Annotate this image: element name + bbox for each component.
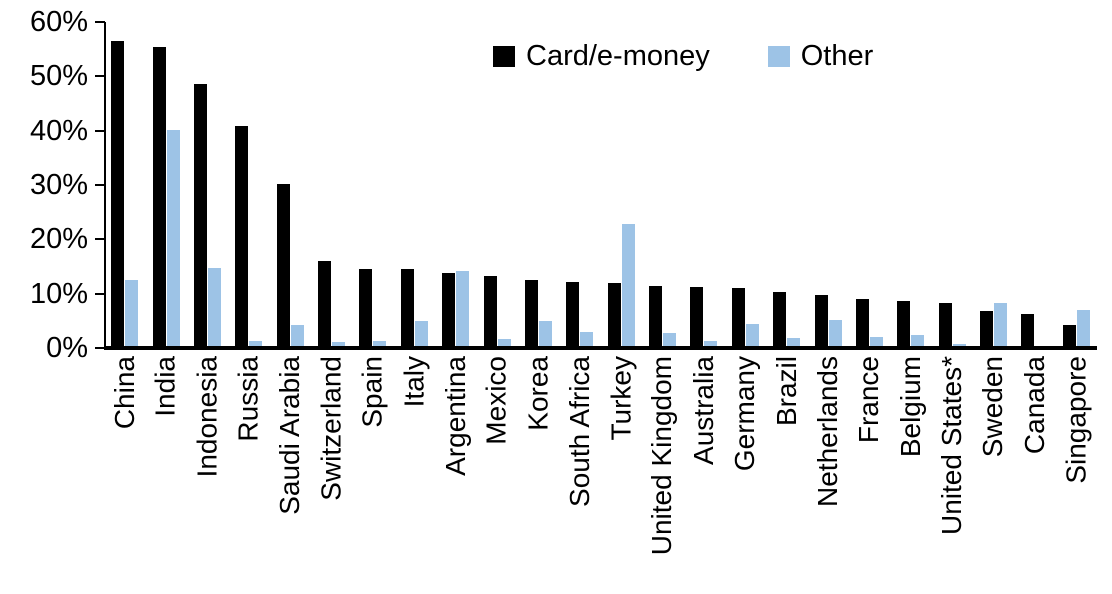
bar-other-argentina: [456, 271, 469, 346]
bar-card-e-money-saudi-arabia: [277, 184, 290, 346]
y-axis-label-50: 50%: [29, 60, 88, 93]
y-axis-label-60: 60%: [29, 6, 88, 38]
x-axis-label-canada: Canada: [1018, 356, 1050, 455]
bar-card-e-money-china: [111, 41, 124, 346]
x-axis-line: [104, 346, 1097, 350]
x-axis-label-indonesia: Indonesia: [191, 356, 223, 478]
x-axis-label-italy: Italy: [398, 356, 430, 408]
bar-card-e-money-spain: [359, 269, 372, 346]
bar-other-sweden: [994, 303, 1007, 346]
bar-card-e-money-australia: [690, 287, 703, 346]
y-axis-tick-40: [95, 129, 105, 132]
bar-card-e-money-russia: [235, 126, 248, 346]
bar-other-brazil: [787, 338, 800, 346]
x-axis-label-korea: Korea: [522, 356, 554, 431]
bar-other-china: [125, 280, 138, 346]
bar-other-united-states: [953, 344, 966, 346]
bar-other-united-kingdom: [663, 333, 676, 346]
bar-card-e-money-argentina: [442, 273, 455, 346]
bar-card-e-money-canada: [1021, 314, 1034, 346]
x-axis-label-netherlands: Netherlands: [812, 356, 844, 507]
chart-legend: Card/e-money Other: [493, 42, 873, 71]
bar-card-e-money-korea: [525, 280, 538, 346]
x-axis-label-russia: Russia: [232, 356, 264, 442]
legend-label-card-e-money: Card/e-money: [526, 40, 710, 72]
legend-item-other: Other: [767, 40, 874, 72]
other-series-swatch-icon: [767, 46, 790, 67]
bar-card-e-money-switzerland: [318, 261, 331, 346]
bar-card-e-money-brazil: [773, 292, 786, 346]
x-axis-label-germany: Germany: [729, 356, 761, 472]
x-axis-label-south-africa: South Africa: [563, 356, 595, 507]
bar-other-india: [167, 130, 180, 346]
y-axis-tick-20: [95, 238, 105, 241]
y-axis-label-10: 10%: [29, 277, 88, 310]
x-axis-label-singapore: Singapore: [1060, 356, 1092, 484]
x-axis-label-china: China: [108, 356, 140, 430]
bar-card-e-money-singapore: [1063, 325, 1076, 346]
x-axis-label-sweden: Sweden: [977, 356, 1009, 458]
bar-other-switzerland: [332, 342, 345, 346]
bar-card-e-money-sweden: [980, 311, 993, 346]
legend-label-other: Other: [800, 40, 874, 72]
x-axis-label-france: France: [853, 356, 885, 444]
bar-other-germany: [746, 324, 759, 346]
x-axis-label-united-states: United States*: [936, 356, 968, 535]
bar-card-e-money-mexico: [484, 276, 497, 346]
y-axis-tick-50: [95, 75, 105, 78]
bar-card-e-money-united-kingdom: [649, 286, 662, 346]
bar-other-spain: [373, 341, 386, 346]
bar-other-russia: [249, 341, 262, 346]
x-axis-label-turkey: Turkey: [605, 356, 637, 441]
x-axis-label-argentina: Argentina: [439, 356, 471, 476]
bar-card-e-money-south-africa: [566, 282, 579, 346]
y-axis-tick-0: [95, 347, 105, 349]
bar-other-italy: [415, 321, 428, 346]
y-axis-tick-10: [95, 292, 105, 295]
bar-other-netherlands: [829, 320, 842, 346]
bar-other-saudi-arabia: [291, 325, 304, 346]
bar-other-south-africa: [580, 332, 593, 346]
bar-card-e-money-italy: [401, 269, 414, 346]
x-axis-label-saudi-arabia: Saudi Arabia: [274, 356, 306, 515]
bar-card-e-money-turkey: [608, 283, 621, 346]
y-axis-label-40: 40%: [29, 114, 88, 147]
x-axis-label-mexico: Mexico: [481, 356, 513, 445]
bar-other-korea: [539, 321, 552, 346]
card-series-swatch-icon: [493, 46, 515, 67]
x-axis-label-united-kingdom: United Kingdom: [646, 356, 678, 556]
y-axis-label-30: 30%: [29, 169, 88, 201]
y-axis-line: [104, 22, 106, 348]
x-axis-label-switzerland: Switzerland: [315, 356, 347, 501]
bar-other-singapore: [1077, 310, 1090, 346]
bar-card-e-money-germany: [732, 288, 745, 346]
bar-card-e-money-netherlands: [815, 295, 828, 346]
y-axis-tick-60: [95, 21, 105, 23]
bar-other-france: [870, 337, 883, 346]
y-axis-label-0: 0%: [46, 332, 88, 364]
x-axis-label-brazil: Brazil: [770, 356, 802, 427]
x-axis-label-india: India: [150, 356, 182, 417]
bar-card-e-money-belgium: [897, 301, 910, 346]
y-axis-label-20: 20%: [29, 223, 88, 256]
y-axis-tick-30: [95, 184, 105, 186]
bar-card-e-money-france: [856, 299, 869, 346]
bar-other-belgium: [911, 335, 924, 346]
x-axis-label-spain: Spain: [356, 356, 388, 428]
x-axis-label-belgium: Belgium: [894, 356, 926, 458]
bar-card-e-money-united-states: [939, 303, 952, 346]
bar-other-australia: [704, 341, 717, 346]
bar-card-e-money-india: [153, 47, 166, 346]
bar-other-mexico: [498, 339, 511, 346]
bar-other-indonesia: [208, 268, 221, 346]
legend-item-card-e-money: Card/e-money: [493, 42, 710, 71]
x-axis-label-australia: Australia: [687, 356, 719, 465]
bar-card-e-money-indonesia: [194, 84, 207, 346]
bar-other-turkey: [622, 224, 635, 346]
